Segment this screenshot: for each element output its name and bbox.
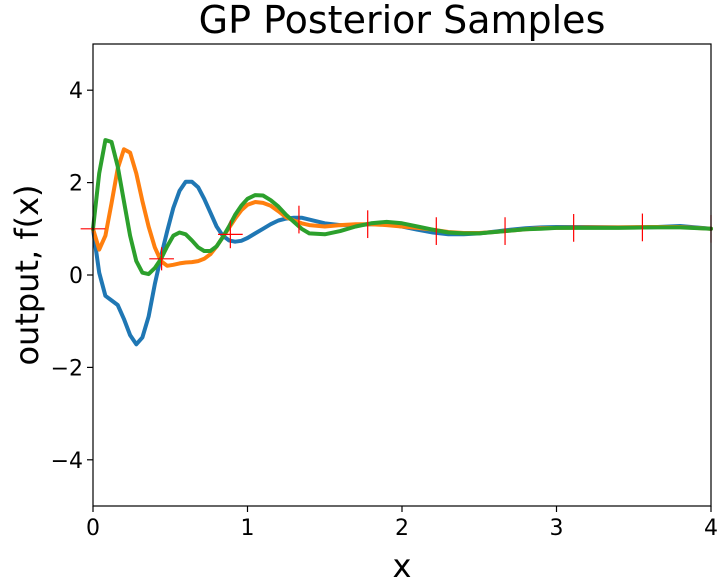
y-tick-label: 0 [69,264,83,289]
x-tick-label: 4 [704,516,718,541]
y-tick-label: 4 [69,79,83,104]
x-tick-label: 1 [241,516,255,541]
y-tick-label: −2 [51,356,83,381]
observation-marker [217,220,243,249]
x-axis: 0 1 2 3 4 [86,506,718,541]
x-axis-label: x [393,547,412,584]
chart-title: GP Posterior Samples [199,0,606,42]
x-tick-label: 0 [86,516,100,541]
y-axis: −4 −2 0 2 4 [51,79,93,474]
y-tick-label: −4 [51,449,83,474]
x-tick-label: 3 [550,516,564,541]
plot-frame [92,43,712,507]
observation-errorbars [80,205,712,271]
series-line-3 [91,138,713,277]
y-tick-label: 2 [69,172,83,197]
plot-series [91,138,713,347]
series-line-2 [91,147,713,268]
observation-marker [149,247,174,271]
x-tick-label: 2 [395,516,409,541]
y-axis-label: output, f(x) [8,184,46,365]
